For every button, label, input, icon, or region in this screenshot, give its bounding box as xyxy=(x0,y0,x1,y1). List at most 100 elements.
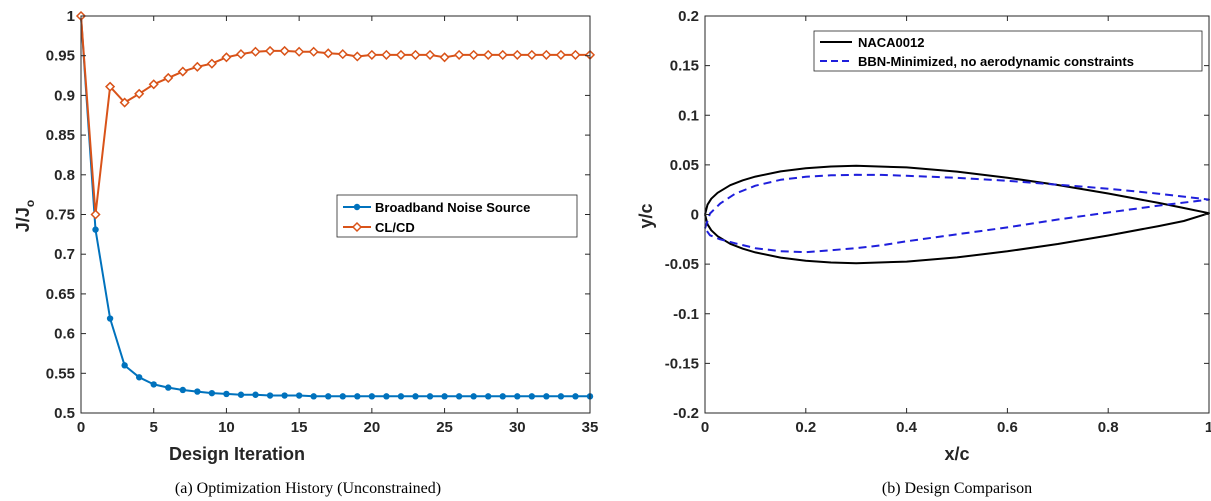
data-point-broadband-noise-source xyxy=(528,393,536,400)
x-tick-label: 5 xyxy=(150,419,158,436)
caption-b: (b) Design Comparison xyxy=(882,480,1032,497)
data-point-broadband-noise-source xyxy=(543,393,550,400)
data-point-cl-cd xyxy=(497,49,508,60)
data-point-cl-cd xyxy=(352,51,363,62)
x-tick-label: 35 xyxy=(582,419,599,436)
data-point-broadband-noise-source xyxy=(368,393,376,400)
y-tick-label: -0.15 xyxy=(665,355,699,372)
y-tick-label: 0.6 xyxy=(54,326,75,343)
data-point-cl-cd xyxy=(134,88,145,99)
y-tick-label: 0.75 xyxy=(46,207,75,224)
data-point-cl-cd xyxy=(541,49,552,60)
y-tick-label: 0.1 xyxy=(678,107,699,124)
x-tick-label: 30 xyxy=(509,419,526,436)
data-point-broadband-noise-source xyxy=(295,392,303,399)
data-point-cl-cd xyxy=(221,52,232,63)
data-point-cl-cd xyxy=(337,49,348,60)
data-point-broadband-noise-source xyxy=(121,362,128,369)
data-point-cl-cd xyxy=(439,52,450,63)
x-tick-label: 0 xyxy=(77,419,85,436)
x-axis-b-label: x/c xyxy=(944,444,969,464)
data-point-broadband-noise-source xyxy=(354,393,361,400)
x-tick-label: 25 xyxy=(436,419,453,436)
x-axis-b-ticks: 0 0.2 0.4 0.6 0.8 1 xyxy=(701,16,1211,436)
data-point-broadband-noise-source xyxy=(150,381,157,388)
data-point-cl-cd xyxy=(424,49,436,60)
x-tick-label: 1 xyxy=(1205,419,1211,436)
data-point-broadband-noise-source xyxy=(325,393,332,400)
y-tick-label: 0.95 xyxy=(46,48,75,65)
legend-b-box xyxy=(813,30,1203,72)
x-tick-label: 0.2 xyxy=(795,419,816,436)
data-point-cl-cd xyxy=(366,49,377,60)
y-axis-a-label: J/Jo xyxy=(13,200,37,232)
x-tick-label: 10 xyxy=(218,419,235,436)
data-point-broadband-noise-source xyxy=(135,374,143,381)
data-point-cl-cd xyxy=(323,48,334,59)
x-tick-label: 0.8 xyxy=(1098,419,1119,436)
y-tick-label: 0.65 xyxy=(46,286,75,303)
y-tick-label: -0.05 xyxy=(665,256,699,273)
data-point-broadband-noise-source xyxy=(572,393,579,400)
x-tick-label: 0.6 xyxy=(997,419,1018,436)
data-point-cl-cd xyxy=(206,58,217,69)
data-point-broadband-noise-source xyxy=(179,386,186,394)
data-point-broadband-noise-source xyxy=(165,384,172,391)
data-point-cl-cd xyxy=(279,45,290,56)
caption-a: (a) Optimization History (Unconstrained) xyxy=(175,480,441,497)
data-point-cl-cd xyxy=(192,61,203,72)
panel-optimization-history: 0 5 10 15 20 25 30 35 0.50.550.60.650.70.750.80… xyxy=(13,8,598,497)
legend-a-marker-clcd xyxy=(351,221,363,233)
data-point-cl-cd xyxy=(294,46,305,57)
data-point-cl-cd xyxy=(148,79,159,90)
data-point-cl-cd xyxy=(381,49,392,60)
data-point-cl-cd xyxy=(512,49,523,60)
legend-a: Broadband Noise Source CL/CD xyxy=(336,194,578,238)
y-tick-label: -0.1 xyxy=(673,306,699,323)
y-axis-a-label-main: J/J xyxy=(13,207,33,232)
y-tick-label: -0.2 xyxy=(673,405,699,422)
y-tick-label: 0.55 xyxy=(46,365,75,382)
y-tick-label: 0 xyxy=(691,207,699,224)
x-tick-label: 15 xyxy=(291,419,308,436)
data-point-broadband-noise-source xyxy=(208,389,216,397)
y-tick-label: 0.85 xyxy=(46,127,75,144)
data-point-cl-cd xyxy=(526,49,537,60)
data-point-broadband-noise-source xyxy=(266,392,274,399)
y-axis-a-label-subscript: o xyxy=(23,200,37,207)
data-point-broadband-noise-source xyxy=(339,393,346,400)
data-point-cl-cd xyxy=(105,81,116,92)
data-point-broadband-noise-source xyxy=(397,393,405,400)
y-tick-label: 0.05 xyxy=(670,157,699,174)
legend-b-label-naca0012: NACA0012 xyxy=(858,35,924,50)
y-axis-b-ticks: -0.2 -0.15 -0.1 -0.05 0 0.05 0.1 0.15 0.2 xyxy=(665,8,1209,422)
y-tick-label: 0.2 xyxy=(678,8,699,25)
plot-area-b-series xyxy=(704,164,1210,265)
legend-a-marker-broadband xyxy=(353,203,361,211)
x-tick-label: 20 xyxy=(364,419,381,436)
x-axis-a-label: Design Iteration xyxy=(169,444,305,464)
data-point-broadband-noise-source xyxy=(485,393,492,400)
y-tick-label: 0.15 xyxy=(670,58,699,75)
data-point-cl-cd xyxy=(250,46,261,57)
data-point-broadband-noise-source xyxy=(383,393,390,400)
plot-area-b-frame xyxy=(704,15,1210,414)
series-line-cl-cd xyxy=(80,15,590,216)
data-point-cl-cd xyxy=(454,49,465,60)
data-point-cl-cd xyxy=(570,49,581,60)
data-point-broadband-noise-source xyxy=(194,388,201,395)
data-point-broadband-noise-source xyxy=(92,226,99,233)
panel-design-comparison: 0 0.2 0.4 0.6 0.8 1 -0.2 -0.15 -0.1 -0.05 0 0.05 0.… xyxy=(636,8,1211,497)
data-point-broadband-noise-source xyxy=(499,393,506,400)
data-point-cl-cd xyxy=(264,45,276,56)
data-point-broadband-noise-source xyxy=(412,393,419,400)
data-point-broadband-noise-source xyxy=(106,315,114,322)
data-point-cl-cd xyxy=(308,46,319,57)
y-tick-label: 0.5 xyxy=(54,405,75,422)
legend-b-label-bbn: BBN-Minimized, no aerodynamic constraint… xyxy=(858,54,1134,69)
data-point-cl-cd xyxy=(177,66,188,77)
series-line-bbn-minimized-no-aerodynamic-constraints xyxy=(704,173,1210,254)
x-tick-label: 0.4 xyxy=(896,419,918,436)
plot-area-a-series xyxy=(75,10,596,400)
